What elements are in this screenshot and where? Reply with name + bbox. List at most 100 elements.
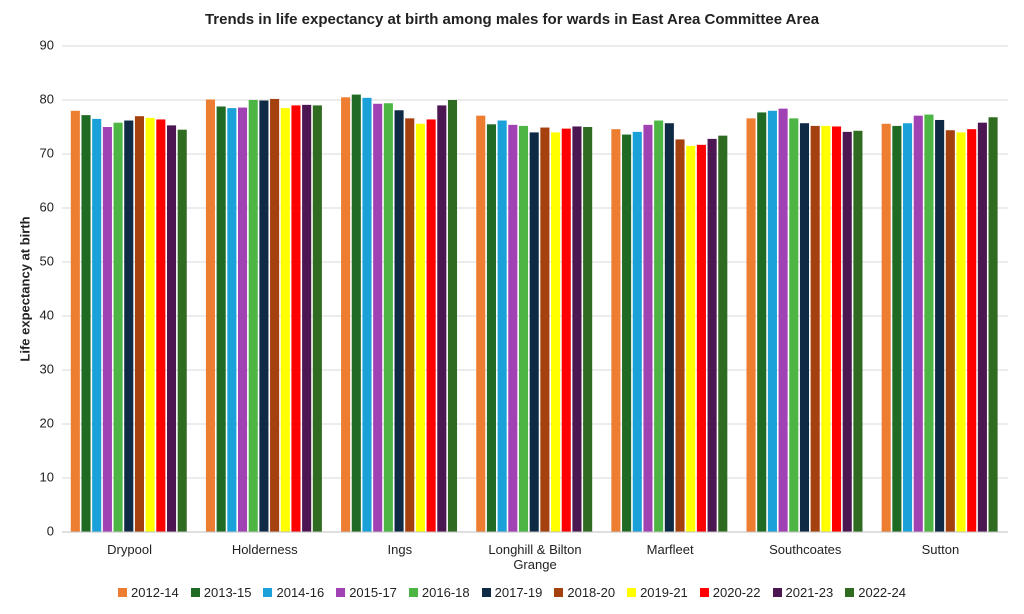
bar [113, 122, 123, 533]
bar [156, 119, 166, 532]
bar [654, 120, 664, 533]
bar [341, 97, 351, 533]
bar [81, 115, 91, 533]
legend-item: 2019-21 [627, 585, 688, 600]
bar [935, 119, 945, 532]
y-tick-label: 40 [40, 307, 54, 322]
bar [437, 105, 447, 533]
bar [664, 123, 674, 532]
bar [842, 131, 852, 533]
bar [486, 124, 496, 533]
legend-item: 2012-14 [118, 585, 179, 600]
bar [611, 129, 621, 532]
legend-label: 2013-15 [203, 585, 252, 600]
bar [988, 117, 998, 532]
y-tick-label: 30 [40, 361, 54, 376]
legend-item: 2022-24 [845, 585, 906, 600]
bar [853, 130, 863, 532]
bar [561, 128, 571, 532]
bar [166, 125, 177, 532]
bar [134, 116, 145, 532]
y-tick-label: 60 [40, 199, 54, 214]
legend-item: 2018-20 [554, 585, 615, 600]
bar [145, 117, 155, 532]
y-tick-label: 80 [40, 91, 54, 106]
bar [205, 99, 216, 533]
bar [821, 125, 831, 533]
bar [686, 145, 696, 532]
legend-swatch [772, 588, 782, 597]
bar [892, 125, 902, 533]
bar [426, 119, 436, 532]
bar [351, 94, 361, 532]
bar [707, 138, 717, 532]
legend-item: 2016-18 [408, 585, 470, 600]
bar [447, 100, 458, 532]
bar [177, 129, 187, 532]
bar [529, 132, 539, 532]
legend-label: 2022-24 [858, 585, 906, 600]
bar [227, 108, 237, 532]
legend: 2012-14 2013-15 2014-16 2015-17 2016-18 2017-… [0, 585, 1024, 600]
bar [216, 106, 226, 532]
y-axis-title: Life expectancy at birth [17, 216, 32, 361]
y-tick-label: 0 [47, 523, 54, 538]
bar [746, 118, 756, 533]
bar [415, 123, 425, 532]
legend-item: 2014-16 [263, 585, 324, 600]
bar [405, 118, 415, 533]
legend-swatch [845, 588, 855, 597]
legend-label: 2021-23 [785, 585, 834, 600]
bar [945, 130, 955, 533]
bar [767, 110, 777, 533]
y-tick-label: 70 [40, 145, 54, 160]
bar [312, 105, 322, 533]
bar [967, 129, 977, 532]
bar [810, 125, 820, 533]
bar [291, 105, 301, 533]
bar [394, 110, 404, 532]
bar [70, 110, 80, 533]
bar [832, 126, 842, 533]
legend-swatch [263, 588, 273, 597]
legend-item: 2013-15 [190, 585, 252, 600]
legend-label: 2014-16 [276, 585, 325, 600]
bar [302, 104, 312, 533]
y-tick-label: 90 [40, 37, 54, 52]
bar [362, 97, 372, 532]
x-tick-label: Ings [387, 542, 413, 557]
legend-label: 2012-14 [131, 585, 179, 600]
legend-label: 2019-21 [640, 585, 688, 600]
x-tick-label: Sutton [921, 542, 960, 557]
bar [508, 124, 518, 532]
bar [622, 134, 632, 532]
y-tick-label: 50 [40, 253, 54, 268]
bar [757, 112, 767, 533]
legend-label: 2016-18 [421, 585, 470, 600]
legend-item: 2017-19 [481, 585, 542, 600]
bar [518, 125, 529, 533]
legend-swatch [336, 588, 346, 597]
bar [373, 103, 383, 532]
legend-item: 2015-17 [336, 585, 397, 600]
bar [124, 120, 134, 533]
legend-swatch [481, 588, 491, 597]
bar [102, 127, 112, 532]
bar [248, 100, 258, 532]
legend-item: 2020-22 [699, 585, 761, 600]
bar [675, 139, 685, 533]
bar [799, 123, 810, 532]
bar [632, 131, 642, 533]
legend-label: 2015-17 [349, 585, 397, 600]
bar [270, 98, 280, 533]
x-tick-label: Marfleet [646, 542, 694, 557]
chart-title: Trends in life expectancy at birth among… [205, 11, 820, 28]
bar [92, 118, 102, 533]
bar [497, 120, 507, 533]
x-tick-label: Holderness [231, 542, 298, 557]
bar [540, 127, 550, 532]
x-tick-label: Longhill & Bilton Grange [488, 542, 582, 572]
bar [778, 108, 788, 532]
legend-swatch [408, 588, 418, 597]
bar [237, 107, 248, 532]
